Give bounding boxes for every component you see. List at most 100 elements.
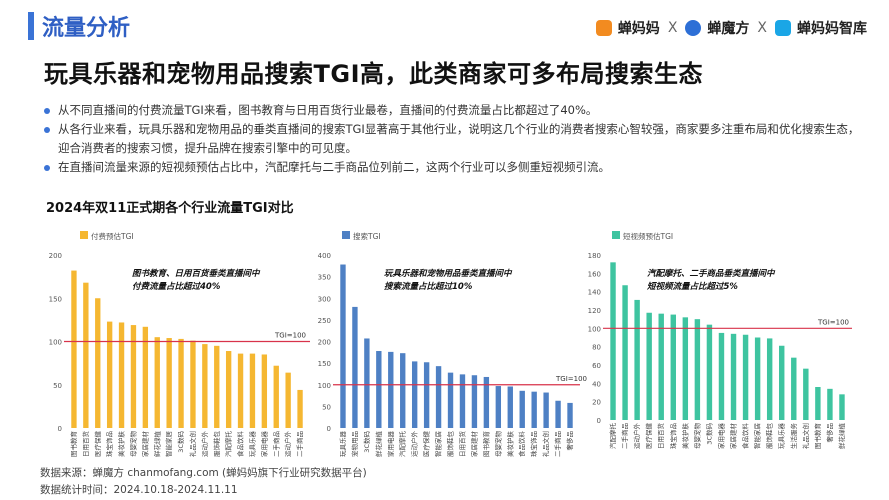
bar — [435, 366, 442, 428]
bar — [423, 362, 430, 428]
x-tick-label: 智能家居 — [164, 431, 173, 458]
x-tick-label: 珠宝饰品 — [668, 423, 677, 449]
x-tick-label: 日用百货 — [457, 431, 466, 458]
x-tick-label: 奢侈品 — [565, 431, 574, 451]
bar — [483, 376, 490, 428]
bar — [249, 353, 256, 428]
x-tick-label: 日用百货 — [656, 423, 665, 450]
bar — [519, 390, 525, 428]
y-tick-label: 300 — [318, 295, 331, 303]
chart-annotation: 短视频流量占比超过5% — [646, 281, 738, 292]
bar — [95, 298, 101, 428]
x-tick-label: 医疗保健 — [422, 431, 431, 458]
x-tick-label: 运动户外 — [632, 423, 641, 450]
bar — [202, 344, 208, 428]
bar — [555, 400, 561, 428]
x-tick-label: 家用电器 — [386, 431, 395, 458]
bar — [754, 337, 761, 420]
x-tick-label: 服饰鞋包 — [765, 423, 774, 450]
x-tick-label: 家居建材 — [140, 431, 149, 458]
y-tick-label: 400 — [318, 252, 331, 260]
y-tick-label: 350 — [318, 274, 331, 282]
bar — [827, 388, 833, 420]
page-title: 玩具乐器和宠物用品搜索TGI高，此类商家可多布局搜索生态 — [44, 60, 703, 88]
bar — [730, 333, 737, 420]
x-tick-label: 汽配摩托 — [224, 431, 233, 458]
chart-annotation: 搜索流量占比超过10% — [384, 281, 473, 292]
bar — [779, 345, 785, 420]
bar — [273, 365, 279, 428]
logo-separator: X — [757, 20, 767, 36]
insight-text: 从各行业来看，玩具乐器和宠物用品的垂类直播间的搜索TGI显著高于其他行业，说明这… — [58, 122, 860, 155]
bar — [567, 402, 573, 428]
bar — [364, 338, 370, 428]
insight-item: 在直播间流量来源的短视频预估占比中，汽配摩托与二手商品位列前二，这两个行业可以多… — [44, 158, 864, 177]
bar — [166, 338, 172, 428]
x-tick-label: 奢侈品 — [825, 423, 834, 443]
x-tick-label: 家居建材 — [729, 423, 738, 450]
bar — [658, 313, 664, 420]
x-tick-label: 二手商品 — [553, 431, 562, 457]
y-tick-label: 150 — [318, 360, 331, 368]
x-tick-label: 美妆护肤 — [680, 423, 689, 450]
x-tick-label: 食品饮料 — [517, 431, 526, 458]
chart-section-title: 2024年双11正式期各个行业流量TGI对比 — [46, 201, 294, 216]
x-tick-label: 运动户外 — [283, 431, 292, 458]
y-tick-label: 50 — [322, 403, 331, 411]
bar — [142, 326, 149, 428]
bar — [839, 394, 845, 420]
bar — [495, 386, 502, 428]
bar — [459, 374, 466, 428]
legend-label: 短视频预估TGI — [623, 231, 673, 241]
y-tick-label: 140 — [588, 289, 601, 297]
insight-list: 从不同直播间的付费流量TGI来看，图书教育与日用百货行业最卷，直播间的付费流量占… — [44, 101, 864, 177]
bar — [815, 387, 821, 420]
x-tick-label: 美妆护肤 — [505, 431, 514, 458]
legend-label: 搜索TGI — [353, 231, 381, 241]
x-tick-label: 汽配摩托 — [608, 423, 617, 450]
insight-text: 从不同直播间的付费流量TGI来看，图书教育与日用百货行业最卷，直播间的付费流量占… — [58, 103, 598, 117]
y-tick-label: 0 — [327, 425, 331, 433]
bar — [507, 386, 513, 428]
brand-chanmama-zhiku: 蝉妈妈智库 — [797, 21, 867, 37]
bar — [622, 285, 628, 420]
bullet-dot-icon — [44, 165, 50, 171]
x-tick-label: 礼品文创 — [188, 431, 197, 457]
x-tick-label: 3C数码 — [704, 423, 713, 445]
bar — [388, 351, 394, 428]
y-tick-label: 200 — [318, 339, 331, 347]
y-tick-label: 200 — [49, 252, 62, 260]
bar — [646, 312, 652, 420]
bar — [543, 392, 549, 428]
x-tick-label: 二手商品 — [295, 431, 304, 457]
bar — [376, 351, 382, 428]
bar — [706, 324, 713, 420]
x-tick-label: 母婴宠物 — [128, 431, 137, 458]
x-tick-label: 二手商品 — [620, 423, 629, 449]
x-tick-label: 服饰鞋包 — [212, 431, 221, 458]
bar — [190, 340, 196, 428]
bar — [682, 317, 689, 420]
x-tick-label: 礼品文创 — [801, 423, 810, 449]
bar — [178, 338, 184, 428]
bar — [447, 372, 454, 428]
x-tick-label: 鲜花绿植 — [152, 431, 161, 458]
x-tick-label: 汽配摩托 — [398, 431, 407, 458]
x-tick-label: 母婴宠物 — [493, 431, 502, 458]
logo-separator: X — [667, 20, 678, 36]
x-tick-label: 医疗保健 — [93, 431, 102, 458]
chart-annotation: 图书教育、日用百货垂类直播间中 — [132, 268, 261, 279]
bar — [634, 299, 640, 420]
x-tick-label: 食品饮料 — [236, 431, 245, 458]
y-tick-label: 60 — [592, 362, 601, 370]
x-tick-label: 鲜花绿植 — [837, 423, 846, 450]
y-tick-label: 40 — [592, 380, 601, 388]
x-tick-label: 家居建材 — [469, 431, 478, 458]
bar — [610, 262, 616, 420]
chanmofang-logo-icon — [685, 20, 702, 36]
x-tick-label: 礼品文创 — [541, 431, 550, 457]
header-accent-bar — [28, 12, 34, 40]
x-tick-label: 图书教育 — [813, 423, 822, 450]
y-tick-label: 100 — [318, 382, 331, 390]
